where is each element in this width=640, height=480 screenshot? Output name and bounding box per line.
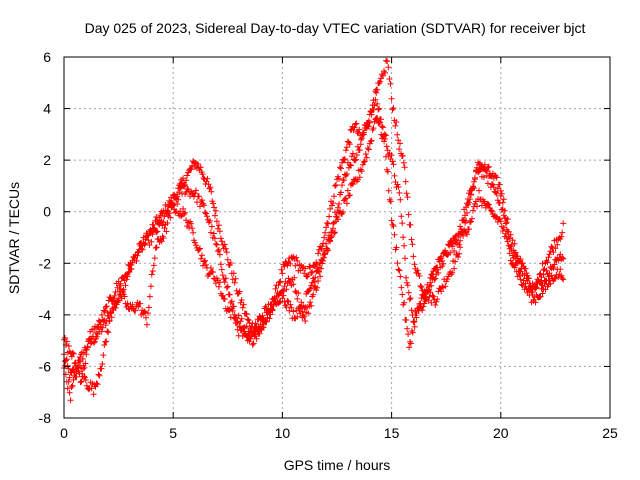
y-tick-label: 4 bbox=[43, 101, 51, 117]
y-tick-labels: -8 -6 -4 -2 0 2 4 6 bbox=[39, 49, 52, 426]
plot-frame bbox=[63, 56, 611, 419]
x-tick-label: 5 bbox=[169, 425, 177, 441]
y-tick-label: -4 bbox=[39, 307, 52, 323]
x-tick-label: 25 bbox=[602, 425, 618, 441]
axis-ticks bbox=[63, 56, 611, 419]
y-axis-label: SDTVAR / TECUs bbox=[6, 182, 22, 294]
x-tick-label: 20 bbox=[493, 425, 509, 441]
y-tick-label: 6 bbox=[43, 49, 51, 65]
x-tick-label: 10 bbox=[275, 425, 291, 441]
y-tick-label: -2 bbox=[39, 255, 52, 271]
y-tick-label: -8 bbox=[39, 410, 52, 426]
y-tick-label: 0 bbox=[43, 204, 51, 220]
y-tick-label: 2 bbox=[43, 152, 51, 168]
x-tick-label: 0 bbox=[60, 425, 68, 441]
grid-lines bbox=[64, 57, 610, 418]
y-tick-label: -6 bbox=[39, 358, 52, 374]
x-tick-labels: 0 5 10 15 20 25 bbox=[60, 425, 618, 441]
x-axis-label: GPS time / hours bbox=[284, 457, 391, 473]
x-tick-label: 15 bbox=[384, 425, 400, 441]
chart-title: Day 025 of 2023, Sidereal Day-to-day VTE… bbox=[85, 20, 586, 36]
